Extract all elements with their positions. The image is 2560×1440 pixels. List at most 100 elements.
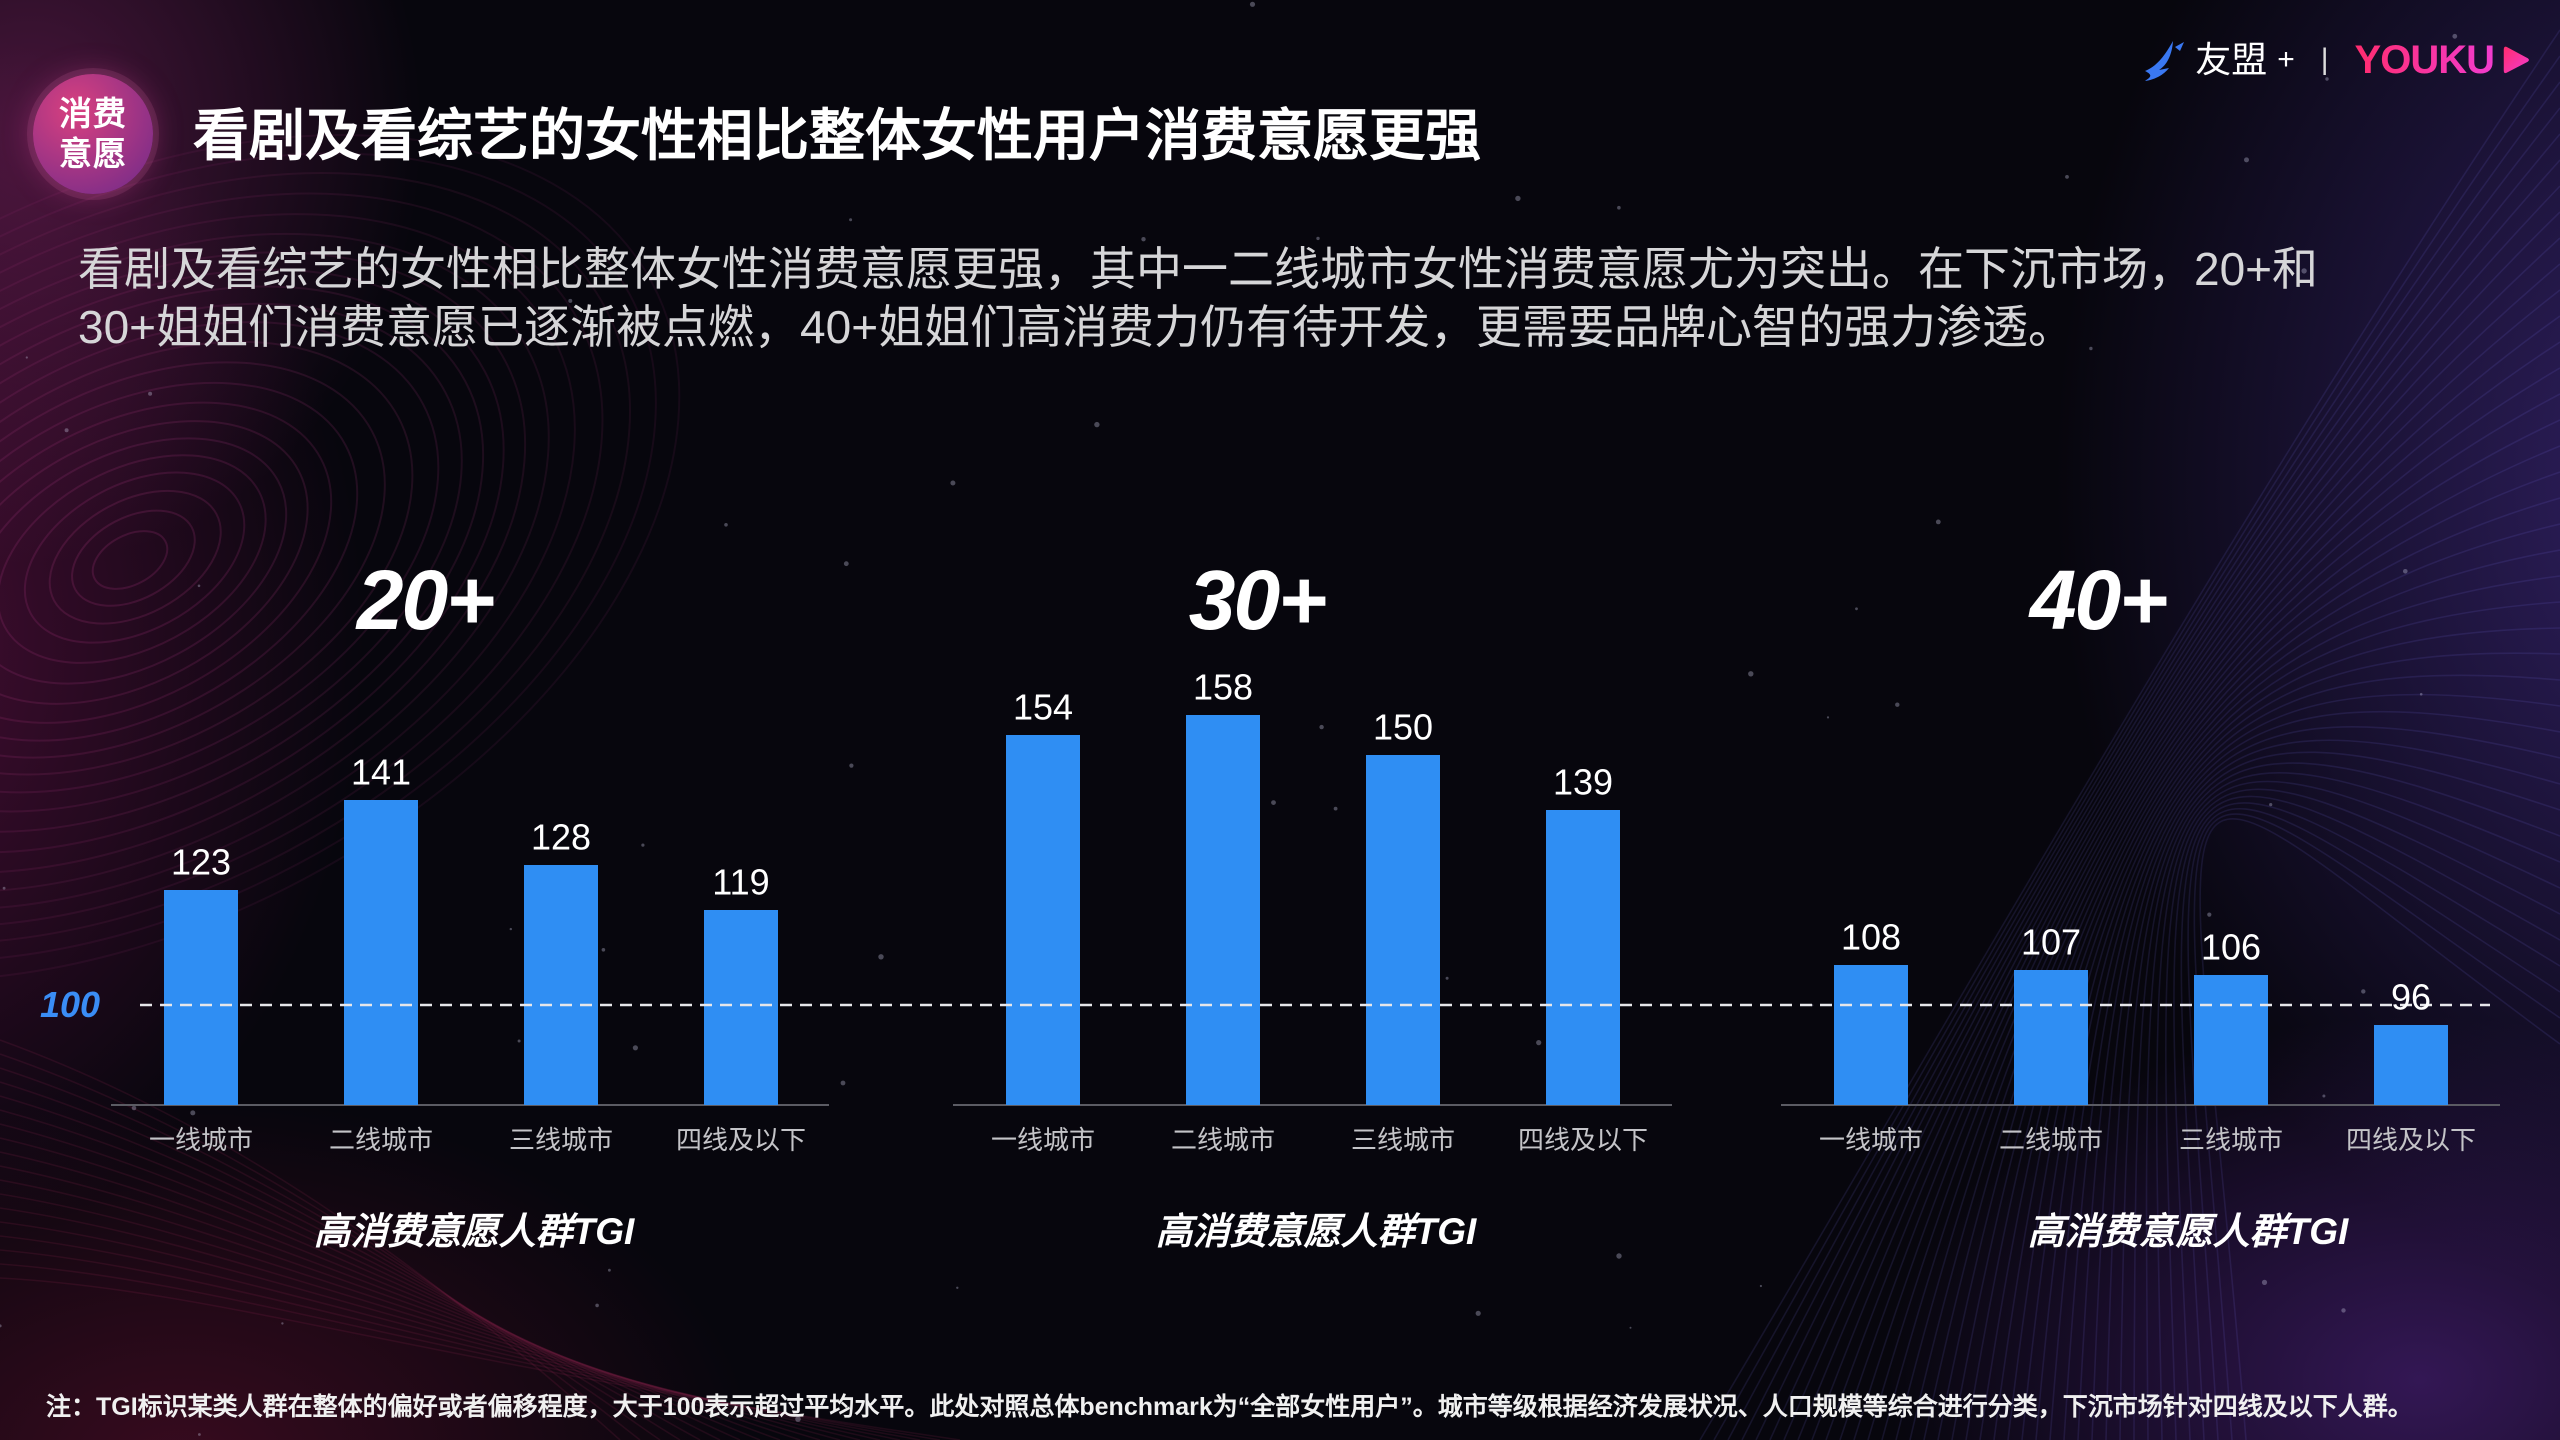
background-contour-line [0,437,288,685]
background-star [1826,716,1830,719]
chart-1-bars [111,800,829,1106]
background-star [601,948,606,952]
background-star [281,1322,284,1325]
background-star [1759,1284,1762,1288]
background-wave-line [1811,237,2560,1440]
background-star [2207,912,2212,917]
background-star [1301,605,1304,609]
background-wave-line [0,1123,741,1440]
umeng-plus-sign: + [2277,43,2295,76]
background-star [2341,1308,2346,1313]
labels-layer: 123 一线城市 141 二线城市 128 三线城市 119 四线及以下 154 一线城市 158 二… [149,667,2476,1156]
chart-2-bar-1 [1006,735,1080,1105]
background-star [190,1110,196,1116]
background-wave-line [2155,780,2560,1440]
background-contour-line [0,152,657,963]
chart-2-labels: 154 一线城市 158 二线城市 150 三线城市 139 四线及以下 [991,667,1648,1156]
background-contour-line [91,530,169,590]
background-star [1017,336,1022,340]
background-wave-line [2091,725,2560,1440]
background-wave-line [0,1151,781,1440]
chart-2-bar-2 [1186,715,1260,1105]
background-star [1855,607,1858,611]
background-wave-line [2105,739,2560,1440]
background-star [1445,976,1449,980]
chart-3-value-label-4: 96 [2391,977,2431,1018]
background-wave-line [0,1277,961,1440]
youku-wordmark: YOUKU [2354,38,2495,82]
background-wave-line [2077,710,2560,1440]
background-wave-line [1909,419,2560,1440]
chart-2-value-label-2: 158 [1193,667,1253,708]
background-wave-line [0,1235,901,1440]
background-wave-line [1741,107,2560,1440]
background-star [1748,671,1754,677]
background-contour-line [0,213,576,911]
background-star [1617,205,1621,210]
background-wave-line [1713,55,2560,1440]
reference-line-label: 100 [40,984,101,1025]
chart-1-category-label-1: 一线城市 [149,1125,253,1155]
chart-title-20-plus: 20+ [356,553,495,647]
background-contour-line [0,285,485,833]
background-star [2322,1094,2326,1098]
background-wave-line [2119,751,2560,1440]
chart-1-value-label-2: 141 [351,752,411,793]
chart-title-40-plus: 40+ [2029,553,2168,647]
background-star [1629,1326,1632,1329]
background-star [2452,33,2458,39]
background-star [795,1416,801,1422]
background-wave-line [0,1095,701,1440]
background-contour-line [23,471,246,644]
chart-1-labels: 123 一线城市 141 二线城市 128 三线城市 119 四线及以下 [149,752,806,1156]
chart-3-category-label-1: 一线城市 [1819,1125,1923,1155]
background-wave-line [2193,813,2560,1440]
summary-line-1: 看剧及看综艺的女性相比整体女性消费意愿更强，其中一二线城市女性消费意愿尤为突出。… [78,243,2319,295]
background-star [2244,157,2249,163]
background-star [25,356,28,359]
background-wave-line [2180,802,2560,1440]
background-wave-line [1951,497,2560,1440]
chart-1-value-label-4: 119 [712,862,769,903]
background-star [608,1268,611,1272]
background-star [1475,1310,1481,1316]
background-wave-line [1923,445,2560,1440]
background-star [517,1039,521,1043]
background-star [2301,268,2307,274]
background-wave-line [1727,81,2560,1440]
background-star [568,298,573,303]
background-wave-line [2165,788,2560,1440]
chart-title-30-plus: 30+ [1188,553,1327,647]
background-contour-line [0,381,359,742]
background-wave-line [1895,393,2560,1440]
badge-line-2: 意愿 [59,135,127,172]
chart-1-value-label-1: 123 [171,842,231,883]
chart-2-category-label-3: 三线城市 [1351,1125,1455,1155]
background-star [0,1324,2,1328]
background-star [64,428,69,433]
background-wave-line [0,1109,721,1440]
chart-1-category-label-2: 二线城市 [329,1125,433,1155]
background-star [1935,519,1941,525]
background-star [1141,237,1146,242]
background-wave-line [0,1067,661,1440]
chart-2-category-label-2: 二线城市 [1171,1125,1275,1155]
background-contour-line [0,172,632,945]
chart-3-labels: 108 一线城市 107 二线城市 106 三线城市 96 四线及以下 [1819,917,2476,1156]
background-wave-line [2063,693,2560,1440]
background-contour-line [0,321,440,794]
chart-1-bar-2 [344,800,418,1105]
page-title: 看剧及看综艺的女性相比整体女性用户消费意愿更强 [193,104,1481,167]
background-star [2261,1279,2268,1285]
background-contour-line [71,509,196,607]
chart-3-category-label-3: 三线城市 [2179,1125,2283,1155]
background-star [2258,1237,2264,1244]
background-wave-line [0,1179,821,1440]
background-star [2419,692,2423,696]
chart-1-category-label-3: 三线城市 [509,1125,613,1155]
background-wave-line [2049,674,2560,1440]
background-contour-line [0,302,463,813]
chart-1-bar-1 [164,890,238,1105]
